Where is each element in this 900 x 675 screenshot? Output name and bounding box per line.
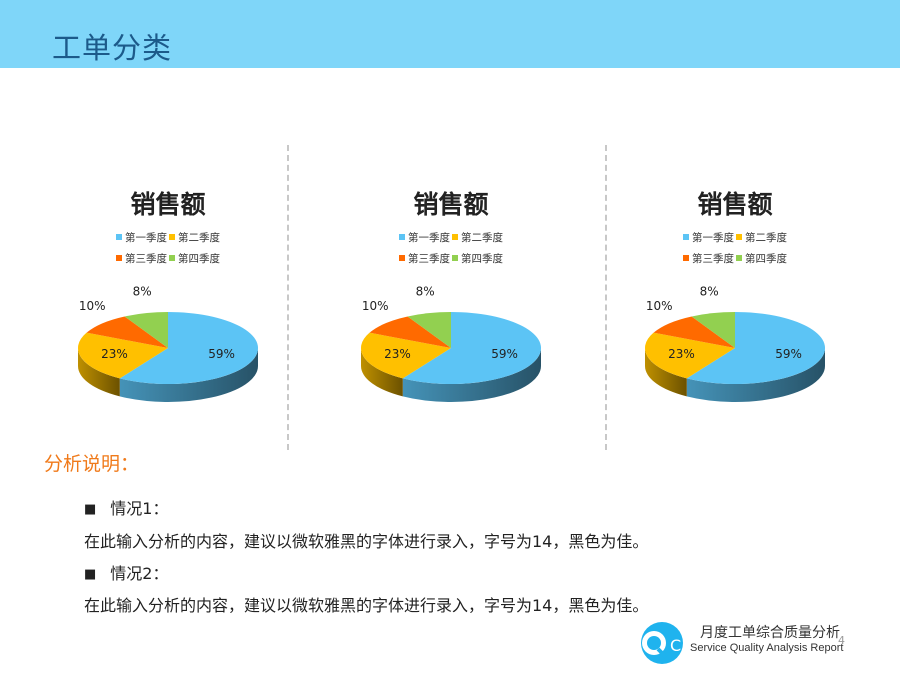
pie-slice-side — [361, 348, 403, 397]
legend-swatch — [169, 255, 175, 261]
legend-swatch — [736, 234, 742, 240]
legend-label: 第一季度 — [408, 232, 450, 244]
data-label: 8% — [416, 285, 435, 299]
chart-divider — [287, 145, 289, 450]
case-label: 情况2： — [110, 564, 169, 583]
legend-swatch — [169, 234, 175, 240]
legend-swatch — [116, 255, 122, 261]
analysis-title: 分析说明： — [44, 453, 140, 475]
legend-item: 第二季度 — [169, 230, 220, 245]
chart-legend: 第三季度 第四季度 — [33, 251, 303, 266]
pie-chart-1: 销售额 第一季度 第二季度 第三季度 第四季度 59% 23% 10% 8% — [33, 180, 303, 430]
data-label: 59% — [775, 347, 802, 361]
pie-slice — [691, 312, 735, 348]
chart-legend: 第一季度 第二季度 — [316, 230, 586, 245]
legend-label: 第一季度 — [125, 232, 167, 244]
bullet-icon: ■ — [84, 502, 97, 517]
data-label: 23% — [384, 347, 411, 361]
pie-slice — [402, 312, 542, 384]
qc-logo-icon: C — [641, 622, 683, 664]
chart-title: 销售额 — [697, 190, 773, 219]
pie-slice — [645, 332, 735, 379]
pie-chart-2: 销售额 第一季度 第二季度 第三季度 第四季度 59% 23% 10% 8% — [316, 180, 586, 430]
pie-svg: 59% 23% 10% 8% — [361, 285, 542, 402]
chart-legend: 第一季度 第二季度 — [33, 230, 303, 245]
svg-text:C: C — [670, 636, 681, 655]
legend-swatch — [399, 255, 405, 261]
chart-legend: 第一季度 第二季度 — [600, 230, 870, 245]
legend-item: 第二季度 — [452, 230, 503, 245]
data-label: 10% — [646, 299, 673, 313]
legend-label: 第三季度 — [692, 253, 734, 265]
legend-item: 第二季度 — [736, 230, 787, 245]
legend-item: 第三季度 — [683, 251, 734, 266]
legend-item: 第三季度 — [116, 251, 167, 266]
pie-slice — [686, 312, 826, 384]
legend-label: 第一季度 — [692, 232, 734, 244]
chart-legend: 第三季度 第四季度 — [600, 251, 870, 266]
legend-swatch — [399, 234, 405, 240]
data-label: 10% — [79, 299, 106, 313]
pie-chart-3: 销售额 第一季度 第二季度 第三季度 第四季度 59% 23% 10% 8% — [600, 180, 870, 430]
legend-label: 第三季度 — [408, 253, 450, 265]
legend-label: 第二季度 — [178, 232, 220, 244]
legend-item: 第一季度 — [116, 230, 167, 245]
data-label: 59% — [208, 347, 235, 361]
pie-slice — [361, 332, 451, 379]
pie-slice — [78, 332, 168, 379]
legend-label: 第四季度 — [178, 253, 220, 265]
legend-label: 第二季度 — [745, 232, 787, 244]
pie-slice — [86, 316, 168, 348]
header-bar: 工单分类 — [0, 0, 900, 68]
legend-swatch — [116, 234, 122, 240]
legend-label: 第三季度 — [125, 253, 167, 265]
pie-slice-side — [402, 348, 541, 402]
page-title: 工单分类 — [52, 31, 173, 65]
legend-label: 第二季度 — [461, 232, 503, 244]
legend-swatch — [683, 255, 689, 261]
pie-slice — [124, 312, 168, 348]
page-number: 4 — [838, 634, 845, 647]
pie-slice-side — [645, 348, 687, 397]
case-1-label: ■ 情况1： — [84, 495, 168, 519]
legend-label: 第四季度 — [461, 253, 503, 265]
pie-slice-side — [686, 348, 825, 402]
data-label: 23% — [101, 347, 128, 361]
legend-item: 第四季度 — [736, 251, 787, 266]
case-1-text: 在此输入分析的内容，建议以微软雅黑的字体进行录入，字号为14，黑色为佳。 — [84, 532, 649, 551]
legend-swatch — [683, 234, 689, 240]
legend-label: 第四季度 — [745, 253, 787, 265]
chart-divider — [605, 145, 607, 450]
case-2-text: 在此输入分析的内容，建议以微软雅黑的字体进行录入，字号为14，黑色为佳。 — [84, 596, 649, 615]
pie-slice — [119, 312, 259, 384]
data-label: 8% — [700, 285, 719, 299]
chart-title: 销售额 — [413, 190, 489, 219]
legend-item: 第三季度 — [399, 251, 450, 266]
legend-item: 第一季度 — [399, 230, 450, 245]
footer-title-cn: 月度工单综合质量分析 — [700, 625, 840, 641]
pie-svg: 59% 23% 10% 8% — [78, 285, 259, 402]
legend-item: 第四季度 — [452, 251, 503, 266]
legend-item: 第四季度 — [169, 251, 220, 266]
legend-item: 第一季度 — [683, 230, 734, 245]
case-2-label: ■ 情况2： — [84, 560, 168, 584]
data-label: 23% — [668, 347, 695, 361]
pie-slice — [653, 316, 735, 348]
chart-legend: 第三季度 第四季度 — [316, 251, 586, 266]
case-label: 情况1： — [110, 499, 169, 518]
data-label: 8% — [133, 285, 152, 299]
legend-swatch — [452, 255, 458, 261]
footer-title-en: Service Quality Analysis Report — [690, 642, 844, 654]
bullet-icon: ■ — [84, 567, 97, 582]
legend-swatch — [736, 255, 742, 261]
pie-svg: 59% 23% 10% 8% — [645, 285, 826, 402]
pie-slice — [369, 316, 451, 348]
legend-swatch — [452, 234, 458, 240]
data-label: 59% — [491, 347, 518, 361]
pie-slice-side — [78, 348, 120, 397]
data-label: 10% — [362, 299, 389, 313]
pie-slice-side — [119, 348, 258, 402]
pie-slice — [407, 312, 451, 348]
chart-title: 销售额 — [130, 190, 206, 219]
